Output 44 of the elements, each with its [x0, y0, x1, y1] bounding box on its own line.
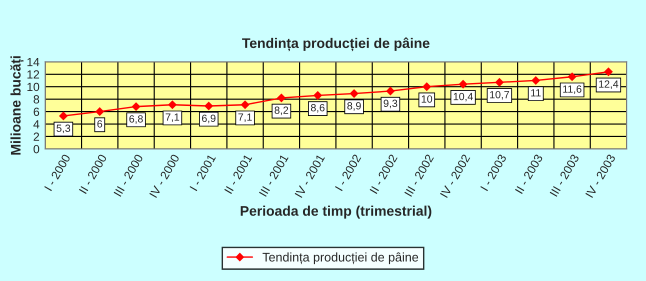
y-tick-label: 14: [27, 58, 40, 66]
point: [422, 82, 431, 91]
point: [277, 94, 286, 102]
data-label: 8,9: [347, 102, 361, 111]
y-axis-title: Milioane bucăți: [10, 56, 24, 155]
data-label: 12,4: [599, 80, 618, 89]
data-label: 7,1: [166, 113, 180, 122]
y-tick-label: 0: [34, 144, 40, 154]
point: [168, 100, 177, 109]
data-label: 8,6: [310, 104, 325, 113]
point: [458, 80, 468, 88]
point: [568, 72, 576, 81]
point: [132, 102, 140, 111]
y-tick-label: 6: [34, 108, 40, 116]
data-label: 10: [422, 95, 432, 103]
data-label: 6,8: [129, 115, 143, 124]
y-tick-label: 12: [27, 70, 40, 79]
y-tick-label: 10: [27, 82, 40, 92]
point: [604, 68, 613, 76]
point: [59, 112, 68, 120]
point: [314, 91, 322, 100]
data-label: 7,1: [238, 113, 252, 122]
data-label: 9,3: [384, 100, 398, 108]
data-label: 10,4: [454, 92, 473, 102]
point: [386, 86, 395, 96]
point: [96, 107, 104, 116]
y-tick-label: 8: [34, 95, 40, 104]
point: [495, 78, 504, 86]
y-tick-label: 2: [34, 132, 40, 141]
data-label: 8,2: [274, 106, 288, 116]
point: [350, 89, 358, 98]
data-label: 6,9: [202, 114, 216, 124]
legend-label: Tendința producției de pâine: [262, 252, 418, 264]
point: [204, 102, 213, 110]
data-label: 11: [531, 89, 541, 96]
x-axis-title: Perioada de timp (trimestrial): [240, 206, 432, 219]
point: [532, 76, 540, 85]
data-label: 10,7: [490, 90, 510, 100]
data-label: 11,6: [563, 85, 582, 94]
y-tick-label: 4: [33, 120, 40, 128]
data-label: 6: [97, 120, 102, 128]
point: [240, 100, 250, 109]
chart-title: Tendința producției de pâine: [242, 38, 430, 52]
data-label: 5,3: [56, 124, 70, 134]
